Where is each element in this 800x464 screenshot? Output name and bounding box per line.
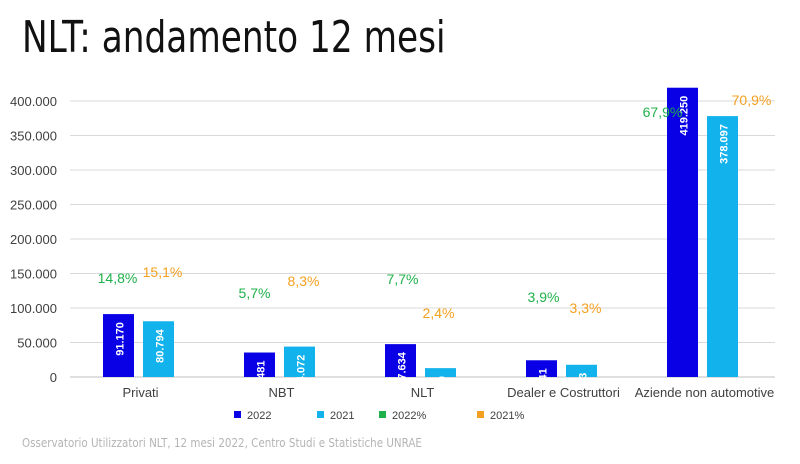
bar-value-label: 35.481 xyxy=(256,361,268,395)
bar-2022 xyxy=(385,344,416,377)
legend-label: 2022% xyxy=(392,410,426,422)
bar-value-label: 91.170 xyxy=(115,322,127,356)
y-tick-label: 200.000 xyxy=(10,232,57,247)
percent-label-2021%: 3,3% xyxy=(570,300,602,316)
bar-2021 xyxy=(143,321,174,377)
legend-label: 2021 xyxy=(330,410,354,422)
bar-value-label: 17.723 xyxy=(578,373,590,407)
x-category-label: NBT xyxy=(269,385,295,400)
bar-value-label: 12.849 xyxy=(437,376,449,410)
percent-label-2021%: 2,4% xyxy=(423,305,455,321)
y-tick-label: 250.000 xyxy=(10,198,57,213)
x-category-label: Aziende non automotive xyxy=(635,385,774,400)
percent-label-2022%: 67,9% xyxy=(643,104,683,120)
x-category-label: Dealer e Costruttori xyxy=(507,385,620,400)
bar-2021 xyxy=(707,116,738,377)
legend-label: 2022 xyxy=(247,410,271,422)
bar-value-label: 378.097 xyxy=(719,124,731,164)
percent-label-2021%: 8,3% xyxy=(288,273,320,289)
legend-swatch xyxy=(317,411,324,418)
bar-2022 xyxy=(103,314,134,377)
x-category-label: NLT xyxy=(411,385,435,400)
bar-value-label: 80.794 xyxy=(155,328,167,363)
source-footer: Osservatorio Utilizzatori NLT, 12 mesi 2… xyxy=(22,436,422,450)
bar-2022 xyxy=(244,352,275,377)
y-tick-label: 0 xyxy=(50,370,57,385)
y-tick-label: 150.000 xyxy=(10,267,57,282)
legend-label: 2021% xyxy=(490,410,524,422)
y-tick-label: 350.000 xyxy=(10,129,57,144)
y-tick-label: 400.000 xyxy=(10,94,57,109)
y-tick-label: 300.000 xyxy=(10,163,57,178)
legend-swatch xyxy=(234,411,241,418)
bar-2022 xyxy=(667,87,698,377)
bar-value-label: 44.072 xyxy=(296,355,308,389)
x-category-label: Privati xyxy=(122,385,158,400)
percent-label-2022%: 3,9% xyxy=(528,289,560,305)
bar-value-label: 47.634 xyxy=(397,351,409,386)
bar-2021 xyxy=(566,364,597,377)
bar-value-label: 24.241 xyxy=(538,368,550,402)
bar-2022 xyxy=(526,360,557,377)
percent-label-2021%: 15,1% xyxy=(143,264,183,280)
percent-label-2022%: 5,7% xyxy=(239,285,271,301)
y-tick-label: 100.000 xyxy=(10,301,57,316)
bar-2021 xyxy=(284,346,315,377)
legend-swatch xyxy=(477,411,484,418)
legend-swatch xyxy=(379,411,386,418)
percent-label-2022%: 7,7% xyxy=(387,271,419,287)
page-title: NLT: andamento 12 mesi xyxy=(22,12,446,63)
percent-label-2022%: 14,8% xyxy=(98,270,138,286)
bar-2021 xyxy=(425,368,456,377)
bar-value-label: 419.250 xyxy=(679,96,691,136)
y-tick-label: 50.000 xyxy=(17,336,57,351)
percent-label-2021%: 70,9% xyxy=(732,92,772,108)
